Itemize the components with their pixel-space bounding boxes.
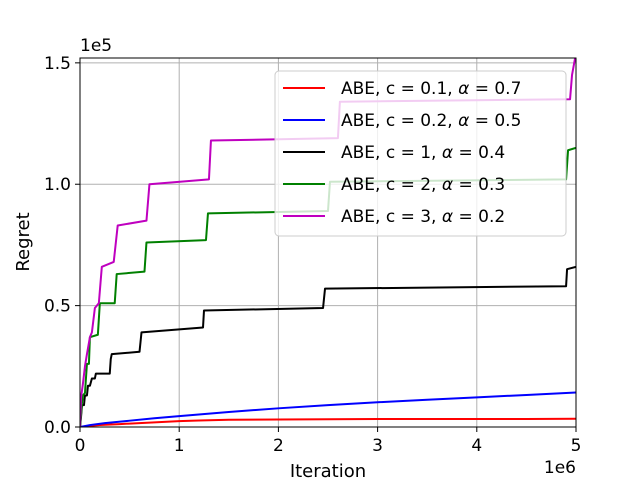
ticks: 0 1 2 3 4 5 0.0 0.5 1.0 1.5 bbox=[44, 54, 581, 456]
legend-entry-prefix: ABE, c = 1, bbox=[341, 143, 442, 163]
legend-box bbox=[274, 70, 567, 237]
y-axis-label: Regret bbox=[13, 212, 34, 271]
legend-entry-alpha: α bbox=[458, 79, 469, 99]
series-line-1 bbox=[80, 417, 576, 427]
legend-entry-alpha: α bbox=[442, 143, 453, 163]
x-tick-label: 0 bbox=[75, 436, 86, 456]
legend-entry-suffix: = 0.4 bbox=[453, 143, 505, 163]
y-tick-label: 0.5 bbox=[44, 297, 71, 317]
legend: ABE, c = 0.1, α = 0.7 ABE, c = 0.2, α = 0… bbox=[274, 70, 567, 237]
x-tick-label: 3 bbox=[372, 436, 383, 456]
plot-frame bbox=[79, 57, 577, 428]
legend-entry-prefix: ABE, c = 0.2, bbox=[341, 111, 458, 131]
legend-entry-prefix: ABE, c = 0.1, bbox=[341, 79, 458, 99]
legend-entry-prefix: ABE, c = 3, bbox=[341, 207, 442, 227]
legend-entry-label: ABE, c = 0.1, α = 0.7 bbox=[341, 79, 521, 99]
legend-entry-suffix: = 0.3 bbox=[453, 175, 505, 195]
x-axis-label: Iteration bbox=[290, 461, 366, 480]
series-line-3 bbox=[80, 265, 576, 427]
x-tick-label: 2 bbox=[273, 436, 284, 456]
legend-entry-suffix: = 0.5 bbox=[469, 111, 521, 131]
x-axis-exponent-label: 1e6 bbox=[544, 458, 576, 478]
legend-entry-suffix: = 0.2 bbox=[453, 207, 505, 227]
x-tick-label: 1 bbox=[174, 436, 185, 456]
y-axis-exponent-label: 1e5 bbox=[80, 36, 112, 56]
y-tick-label: 1.5 bbox=[44, 54, 71, 74]
legend-entry-label: ABE, c = 1, α = 0.4 bbox=[341, 143, 505, 163]
legend-entry-alpha: α bbox=[458, 111, 469, 131]
legend-entry-prefix: ABE, c = 2, bbox=[341, 175, 442, 195]
x-tick-label: 4 bbox=[471, 436, 482, 456]
legend-entry-label: ABE, c = 0.2, α = 0.5 bbox=[341, 111, 521, 131]
x-tick-label: 5 bbox=[571, 436, 582, 456]
series-line-2 bbox=[80, 391, 576, 427]
legend-entry-label: ABE, c = 2, α = 0.3 bbox=[341, 175, 505, 195]
legend-entry-alpha: α bbox=[442, 175, 453, 195]
y-tick-label: 1.0 bbox=[44, 175, 71, 195]
legend-entry-alpha: α bbox=[442, 207, 453, 227]
y-tick-label: 0.0 bbox=[44, 418, 71, 438]
legend-entry-suffix: = 0.7 bbox=[469, 79, 521, 99]
legend-entry-label: ABE, c = 3, α = 0.2 bbox=[341, 207, 505, 227]
